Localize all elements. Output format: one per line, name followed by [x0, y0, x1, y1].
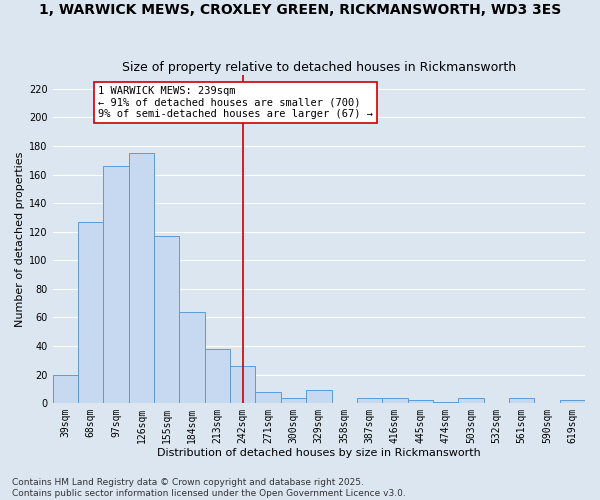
Bar: [230, 366, 256, 403]
Text: 1 WARWICK MEWS: 239sqm
← 91% of detached houses are smaller (700)
9% of semi-det: 1 WARWICK MEWS: 239sqm ← 91% of detached…: [98, 86, 373, 119]
Bar: [205, 349, 230, 403]
Bar: [129, 153, 154, 403]
Bar: [53, 374, 78, 403]
X-axis label: Distribution of detached houses by size in Rickmansworth: Distribution of detached houses by size …: [157, 448, 481, 458]
Bar: [407, 400, 433, 403]
Bar: [154, 236, 179, 403]
Bar: [281, 398, 306, 403]
Bar: [179, 312, 205, 403]
Bar: [560, 400, 585, 403]
Bar: [103, 166, 129, 403]
Bar: [509, 398, 535, 403]
Bar: [256, 392, 281, 403]
Y-axis label: Number of detached properties: Number of detached properties: [15, 151, 25, 326]
Bar: [78, 222, 103, 403]
Bar: [458, 398, 484, 403]
Bar: [357, 398, 382, 403]
Title: Size of property relative to detached houses in Rickmansworth: Size of property relative to detached ho…: [122, 62, 516, 74]
Bar: [433, 402, 458, 403]
Text: 1, WARWICK MEWS, CROXLEY GREEN, RICKMANSWORTH, WD3 3ES: 1, WARWICK MEWS, CROXLEY GREEN, RICKMANS…: [39, 2, 561, 16]
Bar: [382, 398, 407, 403]
Text: Contains HM Land Registry data © Crown copyright and database right 2025.
Contai: Contains HM Land Registry data © Crown c…: [12, 478, 406, 498]
Bar: [306, 390, 332, 403]
